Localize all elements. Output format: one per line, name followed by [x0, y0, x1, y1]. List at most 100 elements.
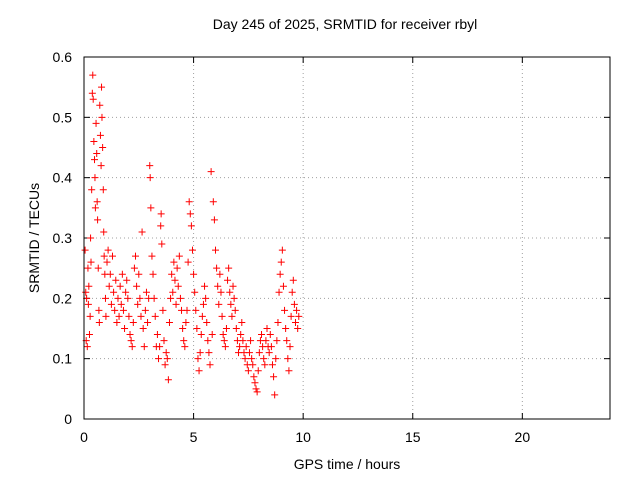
data-point [142, 288, 150, 296]
data-point [91, 174, 99, 182]
data-point [294, 325, 302, 332]
data-point [134, 300, 142, 308]
data-point [170, 258, 178, 266]
data-point [239, 337, 247, 345]
data-point [185, 198, 193, 206]
data-point [118, 270, 126, 278]
data-point [266, 331, 274, 339]
x-tick-label: 0 [80, 429, 88, 445]
data-point [104, 246, 112, 254]
data-point [96, 131, 104, 139]
data-point [217, 288, 225, 296]
data-point [184, 258, 192, 266]
data-point [115, 312, 123, 320]
data-point [219, 331, 227, 339]
data-point [146, 162, 154, 170]
data-point [293, 306, 301, 314]
data-point [91, 204, 99, 212]
data-point [192, 306, 200, 314]
data-point [265, 349, 273, 357]
data-point [129, 318, 137, 326]
data-point [282, 325, 290, 332]
data-point [196, 349, 204, 357]
data-point [155, 355, 163, 363]
data-point [108, 252, 116, 260]
data-point [107, 300, 115, 308]
data-point [82, 288, 90, 296]
data-point [156, 343, 164, 351]
data-point [250, 373, 258, 381]
data-point [210, 216, 218, 224]
data-point [258, 331, 266, 339]
data-point [251, 379, 259, 387]
data-point [89, 95, 97, 103]
data-point [283, 337, 291, 345]
data-point [89, 71, 97, 79]
data-point [263, 325, 271, 332]
data-point [102, 312, 110, 320]
data-point [105, 282, 113, 290]
data-point [87, 234, 95, 242]
data-point [262, 337, 270, 345]
data-point [137, 312, 145, 320]
data-point [98, 83, 106, 91]
data-point [230, 294, 238, 302]
data-point [113, 318, 121, 326]
data-point [100, 228, 108, 236]
data-point [136, 294, 144, 302]
data-point [139, 325, 147, 332]
data-point [100, 252, 108, 260]
data-point [167, 294, 175, 302]
data-point [198, 312, 206, 320]
data-point [215, 300, 223, 308]
data-point [153, 331, 161, 339]
data-point [173, 264, 181, 272]
data-point [88, 89, 96, 97]
data-point [195, 367, 203, 375]
x-tick-label: 15 [405, 429, 421, 445]
data-point [207, 168, 215, 176]
data-point [111, 306, 119, 314]
x-tick-label: 10 [295, 429, 311, 445]
y-tick-label: 0.4 [53, 170, 73, 186]
data-point [90, 137, 98, 145]
data-point [91, 156, 99, 164]
data-point [112, 276, 120, 284]
data-point [181, 343, 189, 351]
data-point [216, 270, 224, 278]
data-point [254, 367, 262, 375]
data-point [117, 300, 125, 308]
data-point [209, 198, 217, 206]
data-point [110, 288, 118, 296]
y-tick-label: 0.2 [53, 290, 73, 306]
chart-title: Day 245 of 2025, SRMTID for receiver rby… [212, 16, 478, 32]
data-point [242, 343, 250, 351]
data-point [97, 162, 105, 170]
data-point [278, 246, 286, 254]
data-point [206, 361, 214, 369]
data-point [101, 294, 109, 302]
data-point [132, 252, 140, 260]
data-point [88, 186, 96, 194]
data-point [227, 300, 235, 308]
data-point [212, 246, 219, 254]
data-point [180, 337, 188, 345]
data-point [146, 174, 154, 182]
data-point [275, 288, 283, 296]
data-point [261, 361, 269, 369]
data-point [87, 258, 95, 266]
data-point [276, 270, 284, 278]
data-point [119, 306, 127, 314]
data-point [171, 276, 179, 284]
data-point [274, 318, 282, 326]
data-point [83, 343, 91, 351]
data-point [165, 318, 173, 326]
y-tick-label: 0.3 [53, 230, 73, 246]
data-point [287, 312, 295, 320]
data-point [188, 246, 196, 254]
data-point [92, 119, 100, 127]
data-point [162, 349, 170, 357]
data-point [267, 343, 275, 351]
data-point [168, 270, 176, 278]
data-point [277, 258, 285, 266]
